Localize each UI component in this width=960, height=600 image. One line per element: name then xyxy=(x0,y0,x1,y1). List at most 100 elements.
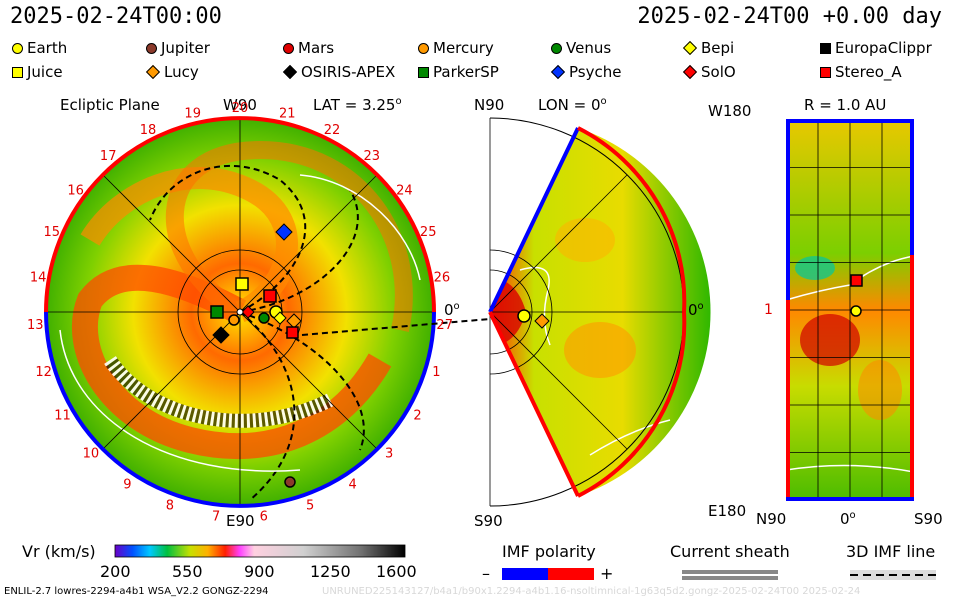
shell-x-zero: 0 xyxy=(840,510,850,528)
legend-item-earth: Earth xyxy=(12,40,67,56)
legend-item-juice: Juice xyxy=(12,64,63,80)
shell-cyan-blob xyxy=(795,256,835,280)
legend-label: Venus xyxy=(566,39,612,57)
mer-edge-bottom xyxy=(488,311,580,497)
lat-degree: o xyxy=(395,96,402,107)
imf-title: IMF polarity xyxy=(502,542,596,561)
ring-number-25: 25 xyxy=(420,225,437,240)
lon-degree: o xyxy=(600,96,607,107)
shell-x-degree: o xyxy=(849,510,856,521)
legend-item-europaclippr: EuropaClippr xyxy=(820,40,932,56)
circle-marker-icon xyxy=(418,42,429,54)
jupiter-marker xyxy=(284,476,296,488)
meridional-right-label: 0o xyxy=(688,301,704,319)
legend-item-parkersp: ParkerSP xyxy=(418,64,499,80)
ring-number-11: 11 xyxy=(54,409,71,424)
shell-x-label-s90: S90 xyxy=(914,510,943,528)
imf-line-title: 3D IMF line xyxy=(846,542,936,561)
shell-left-mark: 1 xyxy=(764,302,773,318)
shell-top-label: W180 xyxy=(708,102,752,120)
ring-number-3: 3 xyxy=(385,447,393,462)
mer-right-zero: 0 xyxy=(688,301,698,319)
ring-number-18: 18 xyxy=(140,123,157,138)
ring-number-17: 17 xyxy=(100,149,117,164)
mer-rim-2 xyxy=(577,311,687,498)
ring-number-20: 20 xyxy=(232,101,249,116)
imf-line-2 xyxy=(239,189,359,313)
ring-number-19: 19 xyxy=(184,107,201,122)
circle-marker-icon xyxy=(12,42,23,54)
mer-axis-d2 xyxy=(489,311,628,450)
ring-number-15: 15 xyxy=(44,225,61,240)
parkersp-marker xyxy=(210,305,224,319)
ring-number-22: 22 xyxy=(324,123,341,138)
shell-earth-marker xyxy=(850,305,862,317)
ring-number-4: 4 xyxy=(348,477,356,492)
colorbar-tick-900: 900 xyxy=(244,562,275,581)
imf-line-1 xyxy=(149,165,307,313)
juice-marker xyxy=(235,277,249,291)
mer-rim xyxy=(577,126,687,313)
ecliptic-right-label: 0o xyxy=(444,301,460,319)
mer-axis-d1 xyxy=(489,174,628,313)
ring-number-6: 6 xyxy=(260,510,268,525)
imf-minus: – xyxy=(482,564,490,583)
legend-item-mars: Mars xyxy=(283,40,334,56)
colorbar-tick-200: 200 xyxy=(100,562,131,581)
legend-item-bepi: Bepi xyxy=(682,39,735,57)
stereo-a-marker xyxy=(263,289,277,303)
circle-marker-icon xyxy=(551,42,562,54)
legend-label: Mercury xyxy=(433,39,494,57)
legend-label: Juice xyxy=(27,63,63,81)
ring-number-24: 24 xyxy=(396,184,413,199)
shell-stereo-a-marker xyxy=(850,274,863,287)
legend-item-venus: Venus xyxy=(551,40,611,56)
mer-right-degree: o xyxy=(697,301,704,312)
shell-title: R = 1.0 AU xyxy=(804,96,887,114)
spiral-stream-orange xyxy=(80,167,298,323)
legend-label: OSIRIS-APEX xyxy=(301,63,396,81)
meridional-plot xyxy=(488,117,711,507)
bepi-marker xyxy=(273,311,287,325)
checker-band-inner xyxy=(104,355,334,428)
osiris-apex-marker xyxy=(212,326,230,344)
shell-x-label-zero: 0o xyxy=(840,510,856,528)
shell-plot xyxy=(785,119,915,501)
meridional-orange-blob-2 xyxy=(555,218,615,262)
ring-number-9: 9 xyxy=(123,477,131,492)
imf-neg-swatch xyxy=(502,568,548,580)
ecl-rim-blue xyxy=(44,311,436,508)
colorbar-tick-1250: 1250 xyxy=(310,562,351,581)
spiral-stream-outer xyxy=(166,140,413,332)
ecl-ring-1au xyxy=(177,249,303,375)
colorbar-label: Vr (km/s) xyxy=(22,542,96,561)
shell-orange-blob xyxy=(858,360,902,420)
colorbar xyxy=(114,544,406,558)
lat-text: LAT = 3.25 xyxy=(313,96,396,114)
legend-label: Lucy xyxy=(164,63,199,81)
circle-marker-icon xyxy=(146,42,157,54)
meridional-lon-label: LON = 0o xyxy=(538,96,607,114)
ring-number-21: 21 xyxy=(279,107,296,122)
current-sheath-title: Current sheath xyxy=(670,542,790,561)
current-sheet-line-2 xyxy=(299,174,421,281)
mer-earth-marker xyxy=(517,309,531,323)
legend-label: Bepi xyxy=(701,39,735,57)
legend-item-osiris-apex: OSIRIS-APEX xyxy=(282,63,396,81)
ecl-right-degree: o xyxy=(453,301,460,312)
legend-item-psyche: Psyche xyxy=(550,64,621,80)
legend-item-solo: SolO xyxy=(682,63,736,81)
legend-label: Stereo_A xyxy=(835,63,902,81)
ecliptic-plot xyxy=(44,116,526,508)
ecliptic-lat-label: LAT = 3.25o xyxy=(313,96,402,114)
legend-label: ParkerSP xyxy=(433,63,499,81)
solo-marker xyxy=(241,305,255,319)
psyche-marker xyxy=(275,223,293,241)
mer-outline xyxy=(489,117,685,507)
sun-marker xyxy=(236,308,244,316)
legend-label: SolO xyxy=(701,63,736,81)
stereo-a-marker-2 xyxy=(286,326,299,339)
ring-number-27: 27 xyxy=(436,318,453,333)
ring-number-10: 10 xyxy=(83,447,100,462)
